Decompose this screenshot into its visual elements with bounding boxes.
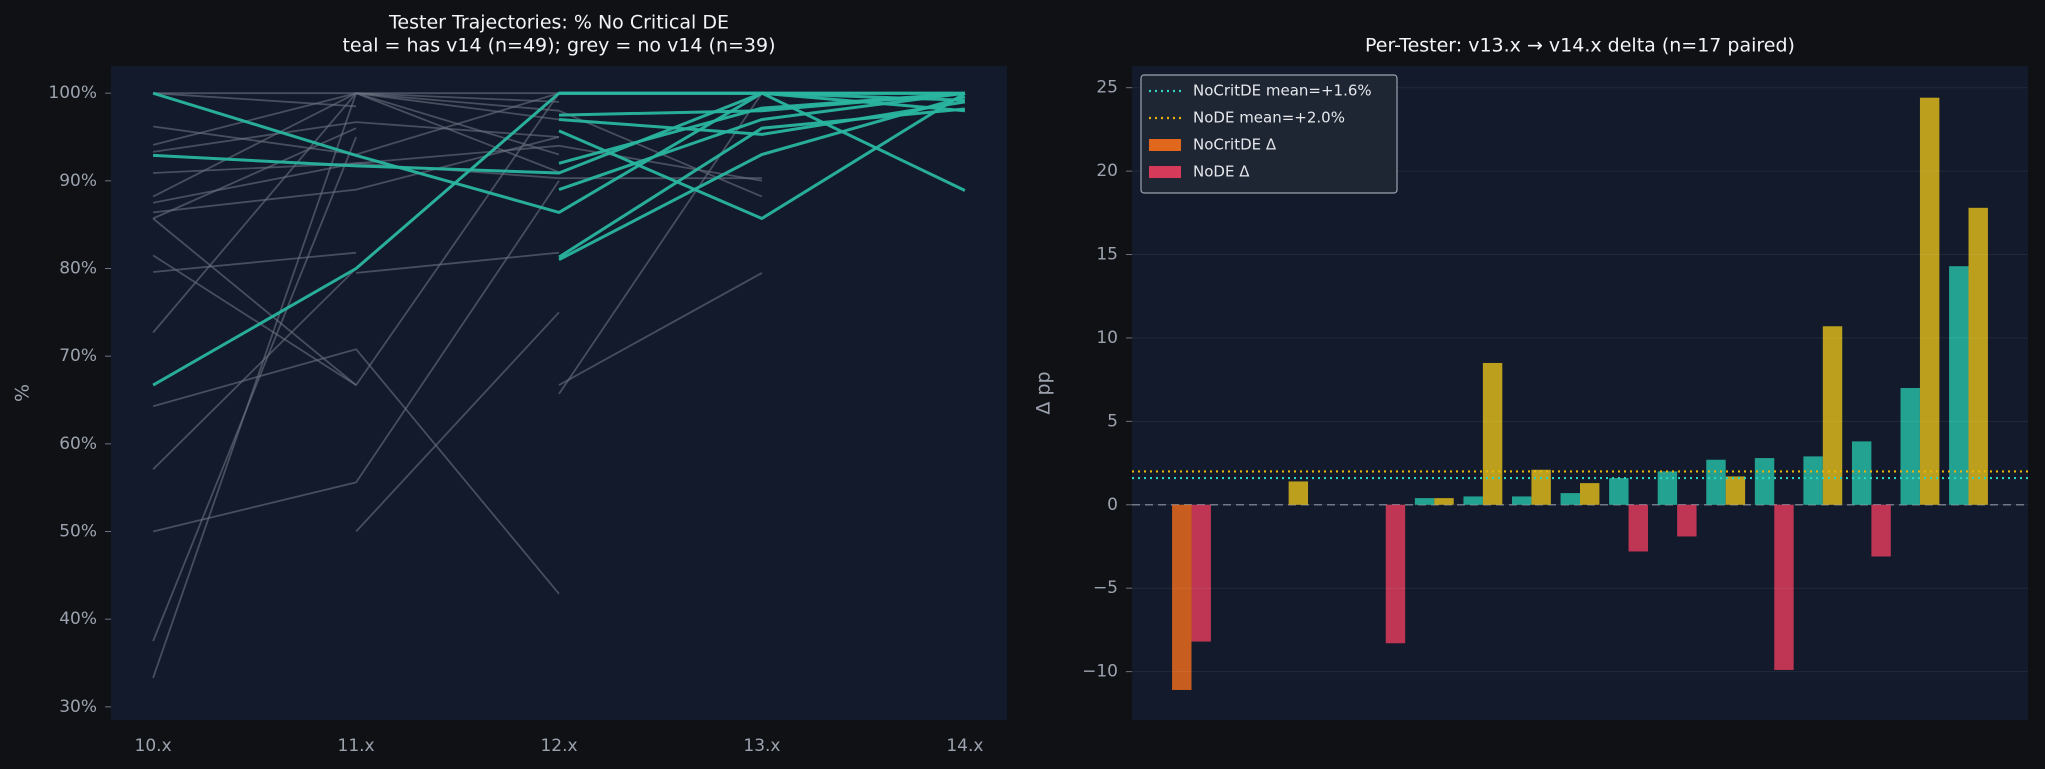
bar <box>1463 496 1483 505</box>
y-axis-label: % <box>12 384 34 402</box>
trajectory-line <box>152 91 966 214</box>
bar <box>1706 459 1726 505</box>
y-tick-label: 70% <box>59 346 97 366</box>
trajectory-line <box>558 272 763 386</box>
bar <box>1725 476 1746 505</box>
bar <box>1949 266 1969 505</box>
bar <box>1560 493 1580 505</box>
legend-label: NoCritDE mean=+1.6% <box>1193 82 1372 100</box>
x-tick-label: 14.x <box>946 736 983 756</box>
trajectory-line <box>355 92 560 173</box>
x-tick-label: 11.x <box>338 736 375 756</box>
bar <box>1531 469 1551 505</box>
trajectory-line <box>152 127 357 220</box>
trajectory-line <box>559 91 966 192</box>
trajectory-line <box>558 91 966 192</box>
bar <box>1580 483 1600 505</box>
bar <box>1609 478 1629 505</box>
y-tick-label: 20 <box>1096 161 1118 181</box>
bar <box>1172 504 1192 690</box>
bar <box>1434 498 1454 505</box>
y-tick-label: 5 <box>1107 411 1118 431</box>
y-tick-label: −5 <box>1093 578 1118 598</box>
y-tick-label: 15 <box>1096 245 1118 265</box>
bar <box>1191 504 1211 642</box>
y-tick-label: 30% <box>59 697 97 717</box>
x-tick-label: 13.x <box>743 736 780 756</box>
trajectory-line <box>558 100 966 136</box>
y-tick-label: 10 <box>1096 328 1118 348</box>
bar <box>1968 207 1988 505</box>
x-tick-label: 10.x <box>135 736 172 756</box>
bar <box>1482 362 1503 505</box>
y-tick-label: 50% <box>59 522 97 542</box>
y-tick-label: 100% <box>48 83 97 103</box>
chart-title: Per-Tester: v13.x → v14.x delta (n=17 pa… <box>1365 35 1795 57</box>
bar <box>1900 387 1920 505</box>
chart-subtitle: teal = has v14 (n=49); grey = no v14 (n=… <box>342 35 775 57</box>
legend-box <box>1140 74 1398 194</box>
bar <box>1871 504 1891 557</box>
trajectory-line <box>152 180 560 533</box>
trajectory-line <box>153 251 357 273</box>
y-tick-label: −10 <box>1082 662 1118 682</box>
bar <box>1414 498 1435 505</box>
bar <box>1822 326 1843 505</box>
bar <box>1851 441 1872 505</box>
legend-swatch <box>1149 139 1181 151</box>
y-tick-label: 90% <box>59 171 97 191</box>
legend-label: NoDE mean=+2.0% <box>1193 109 1345 127</box>
trajectory-line <box>558 92 763 395</box>
bar <box>1385 504 1406 644</box>
trajectory-line <box>152 121 560 153</box>
legend-swatch <box>1149 166 1181 178</box>
legend-label: NoDE Δ <box>1193 163 1250 181</box>
trajectory-line <box>558 91 966 220</box>
bar <box>1803 456 1823 505</box>
trajectory-line <box>153 92 357 108</box>
trajectory-line <box>355 311 560 533</box>
bar <box>1657 471 1678 505</box>
trajectory-line <box>152 136 560 214</box>
bar <box>1919 97 1940 505</box>
trajectory-line <box>152 144 763 204</box>
bar <box>1774 504 1794 670</box>
chart-title: Tester Trajectories: % No Critical DE <box>388 12 729 34</box>
bar <box>1754 458 1775 505</box>
legend-label: NoCritDE Δ <box>1193 136 1277 154</box>
y-tick-label: 60% <box>59 434 97 454</box>
y-tick-label: 0 <box>1107 495 1118 515</box>
y-axis-label: Δ pp <box>1033 371 1055 414</box>
trajectory-line <box>152 217 357 386</box>
trajectory-line <box>152 136 357 642</box>
x-tick-label: 12.x <box>540 736 577 756</box>
y-tick-label: 25 <box>1096 78 1118 98</box>
bar <box>1677 504 1697 537</box>
bar <box>1288 481 1309 505</box>
bar <box>1628 504 1648 552</box>
trajectory-line <box>558 91 966 165</box>
trajectory-line <box>558 107 966 259</box>
trajectory-line <box>152 348 560 595</box>
y-tick-label: 40% <box>59 609 97 629</box>
y-tick-label: 80% <box>59 259 97 279</box>
trajectory-line <box>356 251 560 274</box>
bar <box>1512 496 1532 505</box>
